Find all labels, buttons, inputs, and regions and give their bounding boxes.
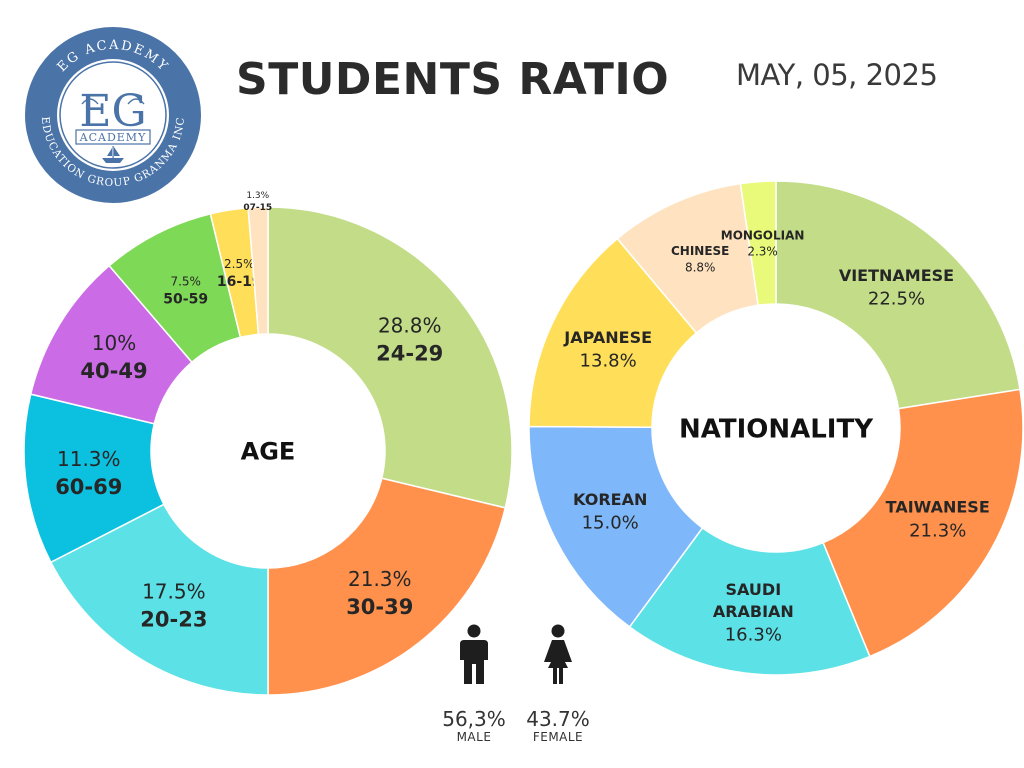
slice-value-24-29: 28.8% [378,314,442,338]
male-label: MALE [456,730,492,744]
slice-label-24-29: 24-29 [376,342,443,366]
slice-value-taiwanese: 21.3% [909,520,966,541]
slice-label-07-15: 07-15 [243,203,272,213]
slice-07-15 [247,206,269,336]
slice-value-vietnamese: 22.5% [868,288,925,309]
slice-label-saudi-arabian-1: ARABIAN [713,602,794,621]
slice-label-40-49: 40-49 [80,359,147,383]
slice-24-29 [267,206,513,509]
nationality-center-label: NATIONALITY [679,414,874,444]
slice-mongolian [739,180,777,307]
slice-value-40-49: 10% [92,331,136,355]
logo-monogram: EG [79,86,146,137]
slice-taiwanese [822,388,1024,658]
slice-30-39 [267,477,507,696]
logo-ribbon-text: ACADEMY [79,131,147,144]
report-date: MAY, 05, 2025 [736,58,938,92]
slice-label-20-23: 20-23 [140,607,207,631]
slice-label-mongolian: MONGOLIAN [721,228,805,242]
slice-value-07-15: 1.3% [246,191,269,201]
gender-female: 43.7% FEMALE [518,624,598,744]
female-icon [544,624,572,684]
page-title: STUDENTS RATIO [236,54,670,105]
slice-value-30-39: 21.3% [348,567,412,591]
age-donut: 28.8% 24-29 21.3% 30-39 17.5% 20-23 11.3% 60-69… [23,191,513,696]
slice-20-23 [49,503,269,696]
slice-label-japanese: JAPANESE [563,328,652,347]
academy-logo: EG ACADEMY EDUCATION GROUP GRANMA INC EG… [25,27,201,203]
slice-value-50-59: 7.5% [170,274,201,288]
gender-male: 56,3% MALE [434,624,514,744]
slice-vietnamese [775,180,1021,410]
slice-korean [528,425,704,628]
slice-value-60-69: 11.3% [57,447,121,471]
slice-value-16-19: 2.5% [224,257,255,271]
slice-saudi-arabian [628,526,871,676]
slice-value-chinese: 8.8% [685,260,716,274]
slice-value-japanese: 13.8% [580,351,637,372]
slice-value-korean: 15.0% [582,513,639,534]
slice-value-20-23: 17.5% [142,579,206,603]
slice-value-mongolian: 2.3% [747,245,778,259]
male-icon [460,624,488,684]
slice-label-korean: KOREAN [573,490,647,509]
age-center-label: AGE [241,438,296,466]
male-percent: 56,3% [442,707,506,731]
female-percent: 43.7% [526,707,590,731]
slice-label-50-59: 50-59 [163,292,208,308]
slice-value-saudi-arabian: 16.3% [725,624,782,645]
slice-label-saudi-arabian-0: SAUDI [726,580,782,599]
female-label: FEMALE [532,730,584,744]
slice-japanese [528,237,698,428]
slice-label-taiwanese: TAIWANESE [886,498,990,517]
slice-label-16-19: 16-19 [217,274,262,290]
slice-label-30-39: 30-39 [346,595,413,619]
nationality-donut: VIETNAMESE 22.5% TAIWANESE 21.3% SAUDI ARABIA… [528,180,1024,676]
slice-label-chinese: CHINESE [671,244,729,258]
slice-label-vietnamese: VIETNAMESE [839,266,954,285]
ship-icon [102,146,124,163]
slice-label-60-69: 60-69 [55,475,122,499]
